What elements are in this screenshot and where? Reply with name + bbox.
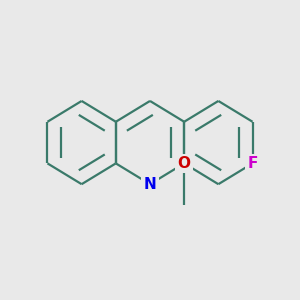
Text: N: N (144, 177, 156, 192)
Text: F: F (248, 156, 258, 171)
Text: O: O (178, 156, 191, 171)
